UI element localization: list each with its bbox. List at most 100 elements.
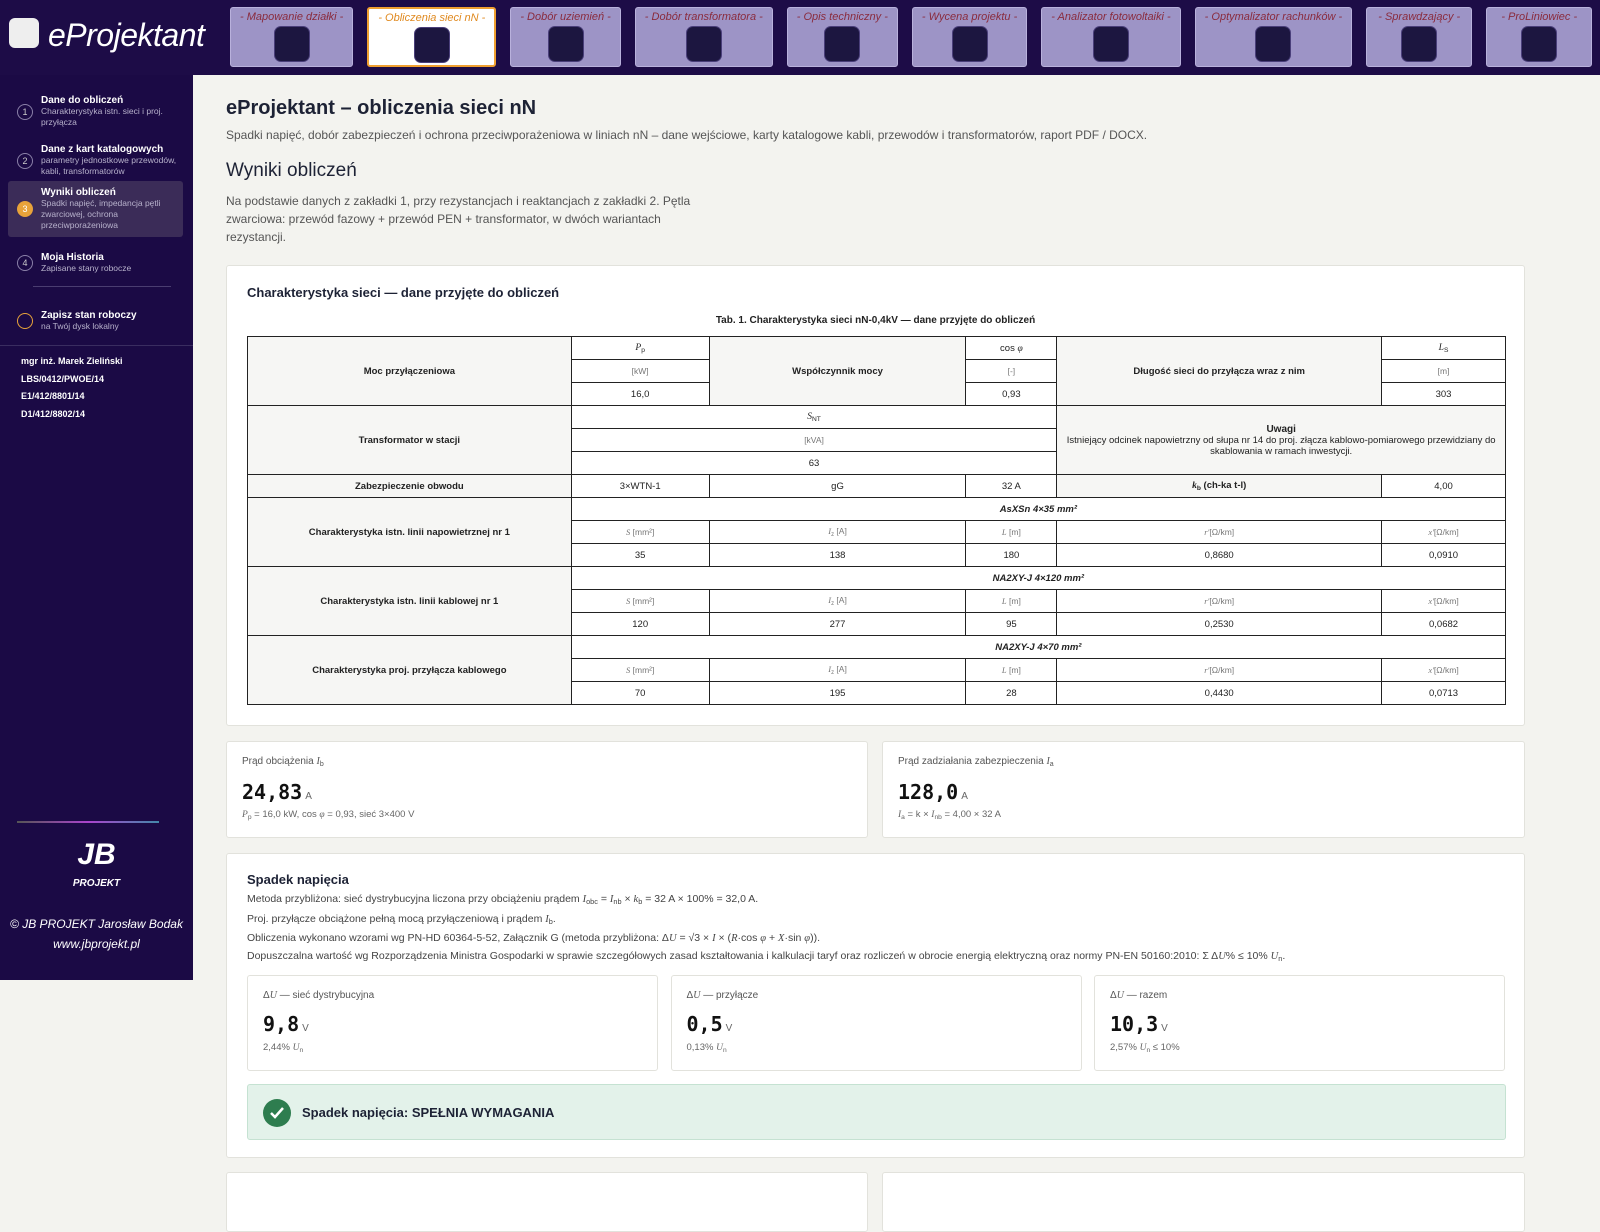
cell: 195 bbox=[708, 681, 967, 705]
text-run: = k × bbox=[904, 809, 932, 820]
symbol: S bbox=[626, 596, 631, 606]
tab-icon bbox=[1521, 26, 1558, 62]
sidebar-step[interactable]: 3 Wyniki obliczeń Spadki napięć, impedancj… bbox=[8, 181, 183, 237]
value: 24,83 bbox=[242, 780, 303, 804]
sidebar-step[interactable]: 4 Moja Historia Zapisane stany robocze bbox=[8, 246, 183, 280]
user-line: D1/412/8802/14 bbox=[21, 408, 86, 419]
cell: 0,0682 bbox=[1381, 612, 1506, 636]
symbol: φ bbox=[804, 933, 811, 944]
drop-card: ΔU — przyłącze 0,5 V 0,13% Un bbox=[670, 975, 1082, 1071]
nav-tab[interactable]: - Optymalizator rachunków - bbox=[1194, 7, 1353, 67]
symbol: k bbox=[1192, 481, 1197, 491]
symbol: P bbox=[242, 810, 248, 820]
tab-icon bbox=[413, 27, 450, 63]
value: 9,8 bbox=[263, 1012, 300, 1036]
sidebar-step[interactable]: 1 Dane do obliczeń Charakterystyka istn. s… bbox=[8, 89, 183, 134]
card-title: Charakterystyka sieci — dane przyjęte do… bbox=[247, 285, 560, 300]
text-run: Dopuszczalna wartość wg Rozporządzenia M… bbox=[247, 949, 1219, 962]
step-number: 3 bbox=[17, 201, 33, 217]
symbol: I bbox=[316, 756, 320, 767]
text-run: Metoda przybliżona: sieć dystrybucyjna l… bbox=[247, 893, 583, 905]
result-value: 128,0 A bbox=[898, 780, 968, 804]
nav-tab[interactable]: - Dobór transformatora - bbox=[634, 7, 773, 67]
nav-tab[interactable]: - Opis techniczny - bbox=[786, 7, 898, 67]
cell: [kVA] bbox=[570, 428, 1058, 452]
step-number: 1 bbox=[17, 103, 33, 120]
drop-label: ΔU — przyłącze bbox=[687, 990, 759, 1001]
drop-label: ΔU — razem bbox=[1110, 990, 1167, 1001]
cell: 0,0713 bbox=[1381, 681, 1506, 705]
cell: AsXSn 4×35 mm² bbox=[570, 497, 1507, 521]
symbol: U bbox=[269, 990, 277, 1001]
cell: LS bbox=[1381, 336, 1506, 360]
cell: 0,4430 bbox=[1056, 681, 1383, 705]
subscript: z bbox=[831, 532, 835, 538]
check-icon bbox=[263, 1099, 291, 1127]
save-button[interactable]: Zapisz stan roboczy na Twój dysk lokalny bbox=[8, 304, 183, 338]
symbol: L bbox=[1001, 527, 1007, 537]
cell: x'[Ω/km] bbox=[1381, 520, 1506, 544]
status-text: Spadek napięcia: SPEŁNIA WYMAGANIA bbox=[302, 1105, 555, 1120]
text-run: × bbox=[621, 893, 634, 905]
text-run: . bbox=[552, 912, 556, 925]
text-run: 0,13% bbox=[686, 1042, 717, 1053]
user-line: E1/412/8801/14 bbox=[21, 391, 85, 401]
text-run: Prąd zadziałania zabezpieczenia bbox=[898, 756, 1047, 767]
logo: eProjektant bbox=[48, 17, 205, 53]
tab-icon bbox=[1255, 26, 1292, 62]
cell: 0,0910 bbox=[1381, 543, 1506, 567]
unit: A bbox=[961, 791, 968, 802]
drop-value: 0,5 V bbox=[687, 1012, 733, 1036]
cell: L [m] bbox=[965, 589, 1058, 613]
symbol: r' bbox=[1204, 665, 1210, 675]
table-row: 120 277 95 0,2530 0,0682 bbox=[248, 612, 1506, 636]
nav-tab[interactable]: - Mapowanie działki - bbox=[230, 7, 354, 67]
text-run: 2,44% bbox=[263, 1042, 293, 1053]
nav-tab[interactable]: - Dobór uziemień - bbox=[510, 7, 621, 67]
nav-tab[interactable]: - ProLiniowiec - bbox=[1486, 7, 1593, 67]
nav-tab[interactable]: - Analizator fotowoltaiki - bbox=[1041, 7, 1181, 67]
user-line: LBS/0412/PWOE/14 bbox=[21, 373, 105, 384]
text-run: = 32 A × 100% = 32,0 A. bbox=[642, 893, 759, 905]
cell: cos φ bbox=[965, 336, 1058, 360]
nav-tab[interactable]: - Wycena projektu - bbox=[911, 7, 1028, 67]
cell: x'[Ω/km] bbox=[1381, 589, 1506, 613]
result-label: Prąd zadziałania zabezpieczenia Ia bbox=[898, 756, 1054, 768]
cell: 303 bbox=[1381, 382, 1506, 406]
cell: 63 bbox=[570, 451, 1058, 475]
text-run: [mm²] bbox=[630, 527, 655, 537]
symbol: φ bbox=[319, 810, 325, 820]
subscript: b bbox=[548, 916, 553, 926]
symbol: U bbox=[292, 1043, 300, 1053]
tab-icon bbox=[951, 26, 988, 62]
tab-label: - Sprawdzający - bbox=[1378, 11, 1461, 23]
symbol: I bbox=[828, 664, 832, 674]
nav-tab[interactable]: - Sprawdzający - bbox=[1366, 7, 1473, 67]
step-title: Wyniki obliczeń bbox=[41, 187, 116, 198]
symbol: S bbox=[626, 665, 631, 675]
subscript: NT bbox=[811, 416, 821, 423]
sidebar-step[interactable]: 2 Dane z kart katalogowych parametry jedno… bbox=[8, 138, 183, 183]
step-title: Dane do obliczeń bbox=[41, 95, 124, 106]
cell: Zabezpieczenie obwodu bbox=[247, 474, 572, 498]
symbol: φ bbox=[760, 933, 767, 944]
cell: Charakterystyka istn. linii napowietrzne… bbox=[247, 497, 572, 567]
cell: L [m] bbox=[965, 658, 1058, 682]
text-run: [m] bbox=[1006, 596, 1021, 606]
website: www.jbprojekt.pl bbox=[53, 937, 140, 951]
text-run: ≤ 10% bbox=[1150, 1042, 1180, 1053]
drop-value: 9,8 V bbox=[263, 1012, 309, 1036]
top-bar: eProjektant - Mapowanie działki - - Oblic… bbox=[0, 0, 1600, 75]
drop-note: Metoda przybliżona: sieć dystrybucyjna l… bbox=[247, 891, 1285, 911]
subscript: n bbox=[299, 1047, 304, 1054]
symbol: I bbox=[545, 913, 549, 925]
text-run: = 4,00 × 32 A bbox=[941, 809, 1002, 820]
text-run: × ( bbox=[715, 932, 732, 944]
text-run: [A] bbox=[834, 526, 847, 536]
cell: 16,0 bbox=[570, 382, 710, 406]
symbol: I bbox=[712, 933, 716, 944]
text-run: Δ bbox=[686, 990, 694, 1001]
nav-tab[interactable]: - Obliczenia sieci nN - bbox=[367, 7, 497, 67]
drop-note: 0,13% Un bbox=[687, 1042, 727, 1054]
text-run: + bbox=[766, 932, 779, 944]
